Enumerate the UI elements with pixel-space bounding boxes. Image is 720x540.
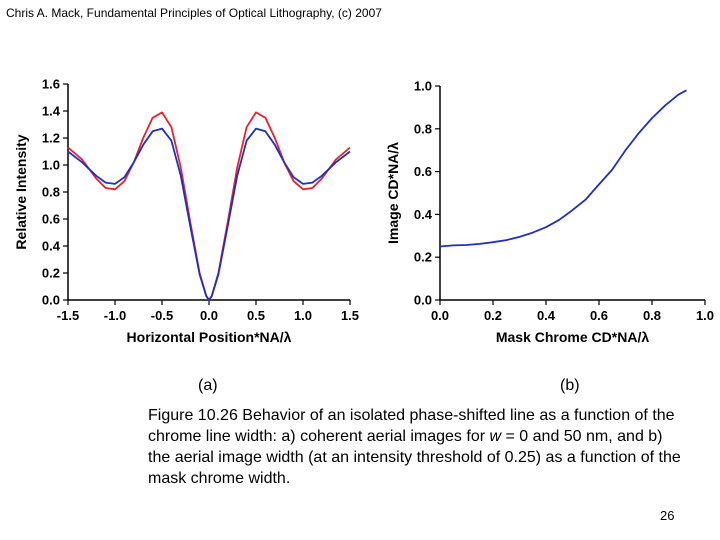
y-tick-label: 1.6	[42, 77, 60, 92]
y-tick-label: 0.0	[414, 293, 432, 308]
x-tick-label: 1.0	[294, 308, 312, 323]
y-tick-label: 0.8	[42, 185, 60, 200]
x-tick-label: 0.5	[247, 308, 265, 323]
y-tick-label: 0.8	[414, 121, 432, 136]
slide-header: Chris A. Mack, Fundamental Principles of…	[6, 6, 382, 20]
y-tick-label: 0.6	[42, 212, 60, 227]
x-tick-label: 0.2	[484, 308, 502, 323]
x-tick-label: 1.5	[341, 308, 359, 323]
series-line-1	[67, 111, 351, 301]
y-tick-label: 1.2	[42, 131, 60, 146]
caption-text-2: = 0 and 50 nm, and b) the aerial image w…	[148, 428, 681, 487]
x-tick-label: 0.4	[537, 308, 556, 323]
caption-variable: w	[489, 428, 502, 445]
x-tick-label: 0.6	[590, 308, 608, 323]
x-axis-label: Horizontal Position*NA/λ	[127, 329, 292, 345]
y-tick-label: 0.2	[414, 250, 432, 265]
x-tick-label: -1.5	[57, 308, 79, 323]
panel-label-a: (a)	[198, 377, 218, 394]
y-tick-label: 1.0	[42, 158, 60, 173]
y-tick-label: 0.0	[42, 293, 60, 308]
x-tick-label: -0.5	[151, 308, 173, 323]
y-axis-label: Image CD*NA/λ	[385, 142, 401, 244]
series-line-1	[439, 89, 687, 248]
x-tick-label: 1.0	[696, 308, 714, 323]
x-axis-label: Mask Chrome CD*NA/λ	[496, 329, 649, 345]
panel-label-b: (b)	[560, 377, 580, 394]
y-axis-label: Relative Intensity	[13, 134, 29, 249]
x-tick-label: 0.0	[431, 308, 449, 323]
series-line-2	[67, 127, 351, 301]
y-tick-label: 0.4	[414, 207, 433, 222]
chart-a: -1.5 -1.0 -0.5 0.0 0.5 1.0 1.5 0.0 0.2 0.4 0.6 0.8 1…	[13, 77, 359, 346]
caption-text-1: Figure 10.26 Behavior of an isolated pha…	[148, 407, 675, 445]
y-tick-label: 0.2	[42, 266, 60, 281]
x-tick-label: 0.8	[643, 308, 661, 323]
y-tick-label: 1.0	[414, 79, 432, 94]
x-tick-label: -1.0	[104, 308, 126, 323]
y-tick-label: 0.6	[414, 164, 432, 179]
page-number: 26	[660, 508, 675, 523]
figure-caption: Figure 10.26 Behavior of an isolated pha…	[148, 405, 688, 489]
y-tick-label: 0.4	[42, 239, 61, 254]
chart-b: 0.0 0.2 0.4 0.6 0.8 1.0 0.0 0.2 0.4 0.6 0.8 1.0 Mask…	[385, 79, 714, 346]
x-tick-label: 0.0	[200, 308, 218, 323]
y-tick-label: 1.4	[42, 104, 61, 119]
